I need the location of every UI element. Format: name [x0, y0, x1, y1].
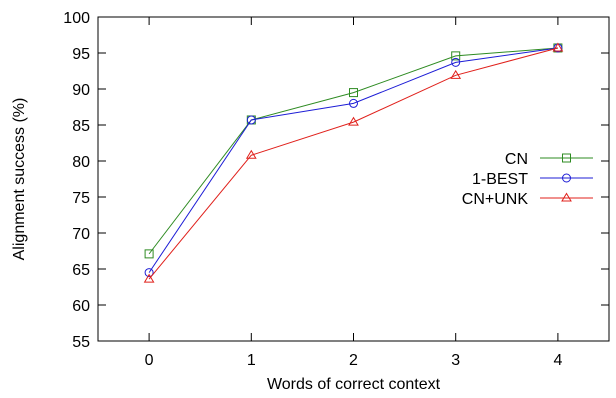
legend-marker: [561, 192, 572, 202]
y-tick-label: 65: [72, 262, 90, 279]
data-point-1-best: [246, 115, 256, 125]
series-cn-unk: [143, 42, 564, 283]
plot-frame: [97, 16, 610, 342]
x-tick-label: 1: [247, 352, 256, 369]
data-point-1-best: [144, 268, 154, 278]
y-tick-label: 85: [72, 118, 90, 135]
y-tick-label: 80: [72, 154, 90, 171]
legend-item-cn: CN: [505, 151, 593, 168]
y-tick-label: 60: [72, 298, 90, 315]
legend-label: CN+UNK: [462, 191, 529, 208]
data-point-cn: [451, 51, 461, 61]
data-point-cn-unk: [143, 273, 155, 283]
data-point-cn-unk: [245, 149, 257, 159]
legend-marker: [562, 153, 571, 163]
series-line-cn: [148, 47, 558, 255]
series-line-cn-unk: [148, 47, 559, 280]
y-tick-label: 100: [63, 10, 90, 27]
y-tick-label: 70: [72, 226, 90, 243]
legend-item-1-best: 1-BEST: [472, 171, 593, 188]
x-tick-label: 0: [145, 352, 154, 369]
y-tick-label: 95: [72, 46, 90, 63]
x-axis-title: Words of correct context: [267, 376, 441, 393]
legend-marker: [562, 173, 571, 183]
x-tick-label: 2: [349, 352, 358, 369]
y-tick-label: 75: [72, 190, 90, 207]
data-point-cn-unk: [348, 116, 359, 126]
data-point-cn-unk: [450, 69, 462, 79]
x-tick-label: 4: [553, 352, 562, 369]
y-tick-label: 55: [72, 334, 90, 351]
y-axis: 55 60 65 70 75 80 85 90 95 100: [63, 10, 609, 351]
x-axis: 0 1 2 3 4: [145, 17, 562, 369]
legend-label: CN: [505, 151, 528, 168]
series-line-1-best: [148, 47, 558, 273]
y-axis-title: Alignment success (%): [11, 98, 28, 261]
legend-item-cn-unk: CN+UNK: [462, 191, 593, 208]
data-point-1-best: [349, 98, 358, 108]
legend-label: 1-BEST: [472, 171, 528, 188]
legend: CN 1-BEST CN+UNK: [462, 151, 593, 208]
series-1-best: [144, 43, 563, 278]
data-point-cn-unk: [552, 42, 564, 52]
x-tick-label: 3: [451, 352, 460, 369]
data-point-cn: [144, 249, 154, 259]
data-point-1-best: [451, 57, 461, 67]
series-cn: [144, 43, 563, 259]
series-layer: [143, 42, 564, 283]
data-point-cn: [349, 88, 358, 98]
y-tick-label: 90: [72, 82, 90, 99]
